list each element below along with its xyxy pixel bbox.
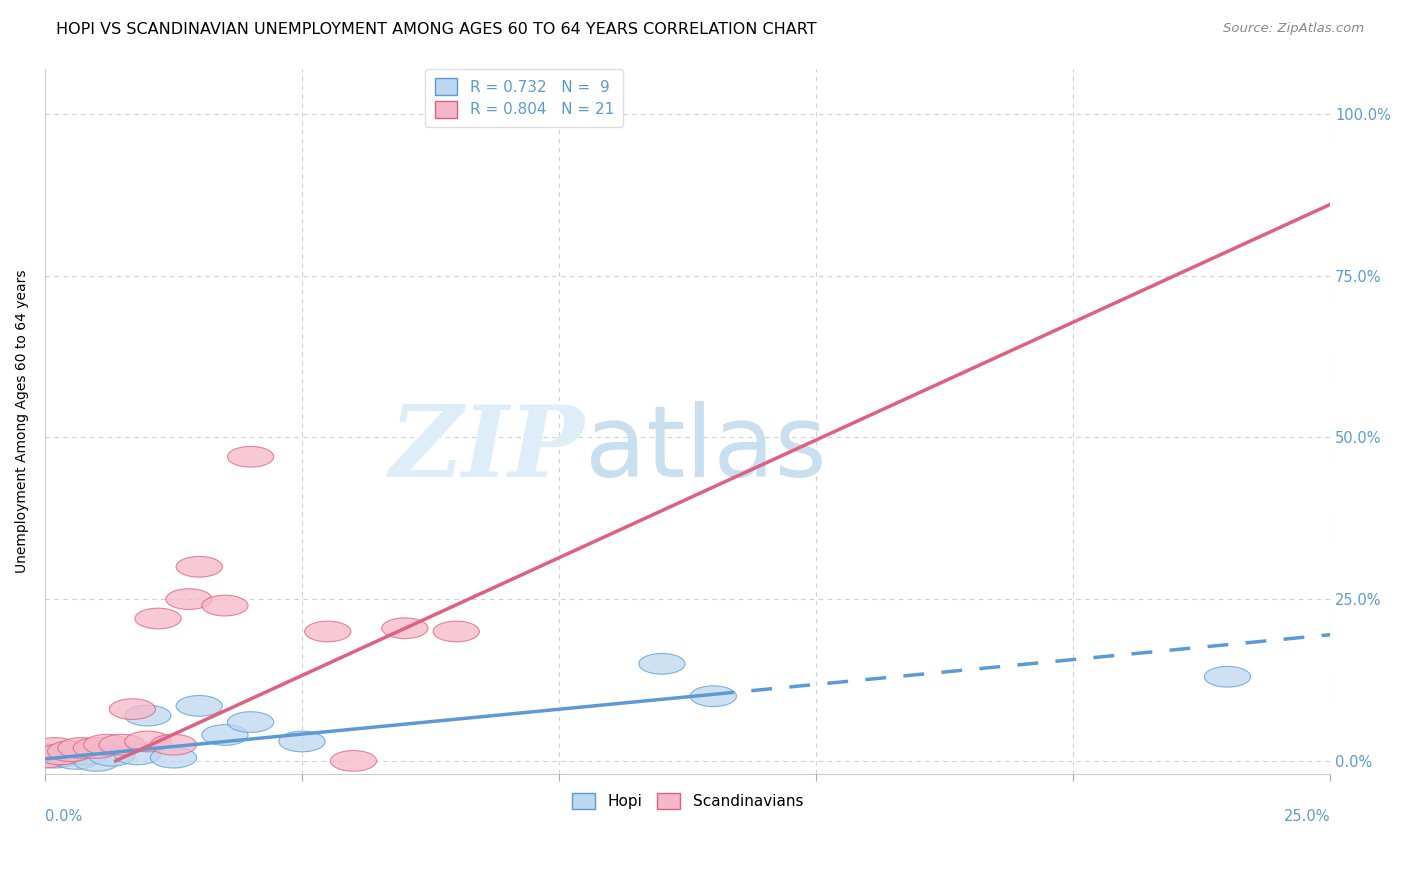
Ellipse shape — [125, 731, 172, 752]
Ellipse shape — [381, 618, 427, 639]
Y-axis label: Unemployment Among Ages 60 to 64 years: Unemployment Among Ages 60 to 64 years — [15, 269, 30, 573]
Ellipse shape — [176, 696, 222, 716]
Ellipse shape — [330, 750, 377, 772]
Ellipse shape — [166, 589, 212, 609]
Ellipse shape — [89, 746, 135, 766]
Ellipse shape — [114, 744, 160, 764]
Ellipse shape — [73, 750, 120, 772]
Ellipse shape — [202, 595, 247, 616]
Ellipse shape — [32, 738, 79, 758]
Ellipse shape — [52, 748, 98, 769]
Ellipse shape — [150, 734, 197, 755]
Ellipse shape — [125, 706, 172, 726]
Text: 0.0%: 0.0% — [45, 809, 82, 824]
Ellipse shape — [32, 747, 79, 768]
Ellipse shape — [110, 698, 156, 720]
Ellipse shape — [135, 608, 181, 629]
Text: atlas: atlas — [585, 401, 827, 498]
Ellipse shape — [638, 654, 685, 674]
Ellipse shape — [433, 621, 479, 642]
Ellipse shape — [278, 731, 325, 752]
Ellipse shape — [22, 744, 67, 764]
Ellipse shape — [1205, 666, 1250, 687]
Ellipse shape — [83, 734, 129, 755]
Ellipse shape — [98, 734, 145, 755]
Ellipse shape — [536, 103, 582, 124]
Ellipse shape — [202, 724, 247, 746]
Ellipse shape — [73, 738, 120, 758]
Ellipse shape — [63, 744, 110, 764]
Ellipse shape — [150, 747, 197, 768]
Ellipse shape — [38, 744, 83, 764]
Text: HOPI VS SCANDINAVIAN UNEMPLOYMENT AMONG AGES 60 TO 64 YEARS CORRELATION CHART: HOPI VS SCANDINAVIAN UNEMPLOYMENT AMONG … — [56, 22, 817, 37]
Ellipse shape — [58, 738, 104, 758]
Text: ZIP: ZIP — [389, 401, 585, 498]
Legend: Hopi, Scandinavians: Hopi, Scandinavians — [567, 787, 810, 815]
Ellipse shape — [176, 557, 222, 577]
Ellipse shape — [228, 446, 274, 467]
Ellipse shape — [228, 712, 274, 732]
Ellipse shape — [48, 741, 94, 762]
Text: Source: ZipAtlas.com: Source: ZipAtlas.com — [1223, 22, 1364, 36]
Ellipse shape — [22, 747, 67, 768]
Text: 25.0%: 25.0% — [1284, 809, 1330, 824]
Ellipse shape — [305, 621, 352, 642]
Ellipse shape — [690, 686, 737, 706]
Ellipse shape — [42, 746, 89, 766]
